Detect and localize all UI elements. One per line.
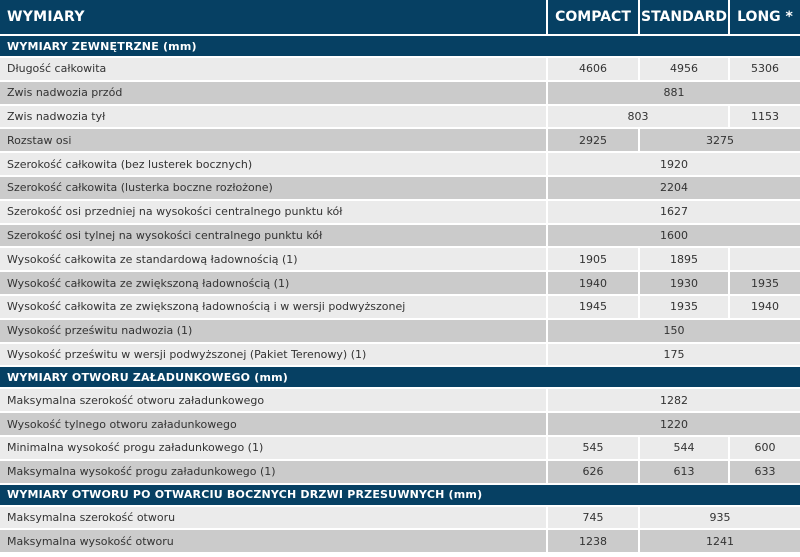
- row-value: [728, 248, 800, 273]
- row-value: 1895: [638, 248, 728, 273]
- table-row: Wysokość tylnego otworu załadunkowego 122…: [0, 413, 800, 437]
- table-row: Wysokość prześwitu nadwozia (1) 150: [0, 319, 800, 344]
- row-value: 1600: [546, 224, 800, 249]
- row-value: 175: [546, 343, 800, 368]
- row-label: Wysokość całkowita ze zwiększoną ładowno…: [0, 272, 546, 296]
- row-value: 150: [546, 319, 800, 344]
- row-value: 1627: [546, 200, 800, 225]
- row-label: Długość całkowita: [0, 58, 546, 82]
- section-title: WYMIARY OTWORU PO OTWARCIU BOCZNYCH DRZW…: [0, 484, 800, 507]
- row-label: Maksymalna wysokość progu załadunkowego …: [0, 460, 546, 485]
- row-value: 633: [728, 460, 800, 485]
- row-label: Wysokość prześwitu nadwozia (1): [0, 319, 546, 344]
- row-label: Wysokość prześwitu w wersji podwyższonej…: [0, 343, 546, 368]
- row-label: Wysokość całkowita ze zwiększoną ładowno…: [0, 295, 546, 320]
- row-value: 1940: [546, 272, 638, 296]
- row-label: Zwis nadwozia tył: [0, 105, 546, 130]
- table-header-row: WYMIARY COMPACT STANDARD LONG *: [0, 0, 800, 36]
- row-label: Szerokość całkowita (lusterka boczne roz…: [0, 176, 546, 201]
- row-value: 1241: [638, 530, 800, 555]
- row-value: 1282: [546, 389, 800, 414]
- table-row: Długość całkowita 4606 4956 5306: [0, 58, 800, 82]
- row-value: 1945: [546, 295, 638, 320]
- row-value: 745: [546, 506, 638, 531]
- row-value: 1930: [638, 272, 728, 296]
- row-value: 545: [546, 436, 638, 461]
- row-value: 3275: [638, 129, 800, 154]
- row-value: 1153: [728, 105, 800, 130]
- row-value: 1940: [728, 295, 800, 320]
- row-value: 1935: [638, 295, 728, 320]
- row-label: Minimalna wysokość progu załadunkowego (…: [0, 436, 546, 461]
- row-value: 613: [638, 460, 728, 485]
- table-row: Wysokość całkowita ze zwiększoną ładowno…: [0, 295, 800, 320]
- row-value: 544: [638, 436, 728, 461]
- column-header-standard: STANDARD: [638, 0, 728, 36]
- table-row: Maksymalna wysokość otworu 1238 1241: [0, 530, 800, 555]
- row-value: 5306: [728, 58, 800, 82]
- row-label: Wysokość tylnego otworu załadunkowego: [0, 413, 546, 437]
- table-title: WYMIARY: [0, 0, 546, 36]
- table-row: Maksymalna szerokość otworu załadunkoweg…: [0, 389, 800, 414]
- row-value: 803: [546, 105, 728, 130]
- table-row: Szerokość całkowita (bez lusterek boczny…: [0, 153, 800, 177]
- column-header-long: LONG *: [728, 0, 800, 36]
- row-value: 935: [638, 506, 800, 531]
- table-row: Zwis nadwozia przód 881: [0, 81, 800, 106]
- row-value: 4956: [638, 58, 728, 82]
- row-value: 1935: [728, 272, 800, 296]
- row-label: Szerokość osi przedniej na wysokości cen…: [0, 200, 546, 225]
- row-value: 1238: [546, 530, 638, 555]
- column-header-compact: COMPACT: [546, 0, 638, 36]
- section-header-row: WYMIARY OTWORU ZAŁADUNKOWEGO (mm): [0, 367, 800, 390]
- row-label: Maksymalna szerokość otworu załadunkoweg…: [0, 389, 546, 414]
- row-value: 626: [546, 460, 638, 485]
- table-row: Maksymalna szerokość otworu 745 935: [0, 506, 800, 531]
- row-value: 1905: [546, 248, 638, 273]
- section-title: WYMIARY ZEWNĘTRZNE (mm): [0, 36, 800, 58]
- table-row: Wysokość prześwitu w wersji podwyższonej…: [0, 343, 800, 368]
- row-value: 600: [728, 436, 800, 461]
- section-title: WYMIARY OTWORU ZAŁADUNKOWEGO (mm): [0, 367, 800, 390]
- row-label: Szerokość osi tylnej na wysokości centra…: [0, 224, 546, 249]
- table-row: Maksymalna wysokość progu załadunkowego …: [0, 460, 800, 485]
- row-value: 881: [546, 81, 800, 106]
- row-value: 2204: [546, 176, 800, 201]
- table-row: Szerokość osi przedniej na wysokości cen…: [0, 200, 800, 225]
- row-label: Zwis nadwozia przód: [0, 81, 546, 106]
- row-label: Rozstaw osi: [0, 129, 546, 154]
- table-row: Szerokość osi tylnej na wysokości centra…: [0, 224, 800, 249]
- row-value: 1220: [546, 413, 800, 437]
- table-row: Wysokość całkowita ze standardową ładown…: [0, 248, 800, 273]
- row-label: Maksymalna szerokość otworu: [0, 506, 546, 531]
- table-row: Zwis nadwozia tył 803 1153: [0, 105, 800, 130]
- row-label: Szerokość całkowita (bez lusterek boczny…: [0, 153, 546, 177]
- table-row: Rozstaw osi 2925 3275: [0, 129, 800, 154]
- row-value: 4606: [546, 58, 638, 82]
- row-value: 2925: [546, 129, 638, 154]
- table-row: Wysokość całkowita ze zwiększoną ładowno…: [0, 272, 800, 296]
- row-value: 1920: [546, 153, 800, 177]
- row-label: Maksymalna wysokość otworu: [0, 530, 546, 555]
- row-label: Wysokość całkowita ze standardową ładown…: [0, 248, 546, 273]
- section-header-row: WYMIARY OTWORU PO OTWARCIU BOCZNYCH DRZW…: [0, 484, 800, 507]
- table-row: Minimalna wysokość progu załadunkowego (…: [0, 436, 800, 461]
- table-row: Szerokość całkowita (lusterka boczne roz…: [0, 176, 800, 201]
- section-header-row: WYMIARY ZEWNĘTRZNE (mm): [0, 36, 800, 58]
